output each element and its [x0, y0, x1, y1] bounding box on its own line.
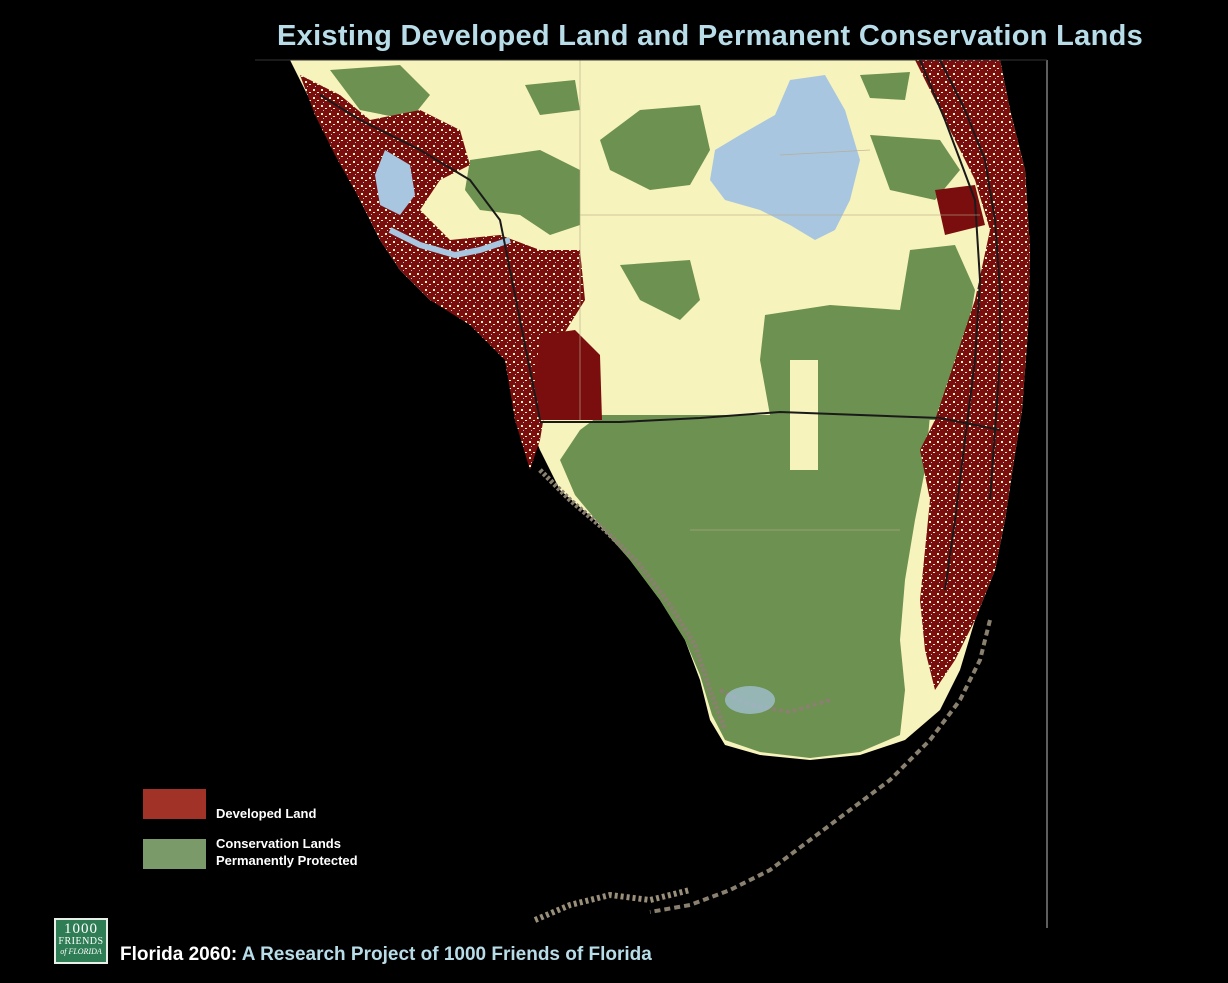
footer-rest: A Research Project of 1000 Friends of Fl…: [237, 944, 652, 965]
legend-swatch-developed: [143, 789, 206, 819]
footer-lead: Florida 2060:: [120, 944, 238, 965]
legend-swatch-conservation: [143, 839, 206, 869]
conservation-north-3: [330, 65, 430, 120]
florida-turnpike: [919, 60, 982, 591]
conservation-north-6: [860, 72, 910, 100]
logo-line1: 1000: [64, 921, 98, 937]
logo-line3: of FLORIDA: [60, 947, 102, 956]
caloosahatchee-river: [388, 227, 511, 259]
developed-east-cluster: [935, 185, 985, 235]
conservation-north-4: [620, 260, 700, 320]
map-title: Existing Developed Land and Permanent Co…: [277, 20, 1144, 52]
lake-okeechobee: [710, 75, 860, 240]
interstate-75: [319, 94, 541, 421]
interstate-95: [939, 60, 1001, 501]
conservation-north-2: [465, 150, 580, 235]
county-boundaries: [579, 60, 980, 531]
cape-sable-water: [725, 686, 775, 714]
thousand-friends-logo: 1000 FRIENDS of FLORIDA: [54, 918, 108, 964]
everglades-conservation: [560, 415, 930, 758]
legend-label-conservation: Conservation Lands Permanently Protected: [216, 835, 358, 869]
conservation-east-1: [870, 135, 960, 200]
alligator-alley: [540, 410, 1001, 431]
florida-keys: [649, 619, 992, 914]
conservation-north-1: [600, 105, 710, 190]
legend-label-developed-line1: Developed Land: [216, 806, 317, 821]
developed-west-coast: [300, 75, 585, 470]
conservation-north-5: [525, 80, 580, 115]
conservation-strip: [790, 360, 818, 470]
legend-label-conservation-line2: Permanently Protected: [216, 853, 358, 868]
logo-line2: FRIENDS: [58, 936, 104, 947]
legend-label-developed: Developed Land: [216, 805, 316, 822]
lower-keys: [533, 887, 691, 923]
developed-golden-gate: [535, 330, 602, 420]
southwest-coast-fringe: [538, 468, 728, 731]
legend-label-conservation-line1: Conservation Lands: [216, 836, 341, 851]
footer-credit: Florida 2060: A Research Project of 1000…: [120, 944, 652, 966]
charlotte-harbor: [375, 150, 415, 215]
